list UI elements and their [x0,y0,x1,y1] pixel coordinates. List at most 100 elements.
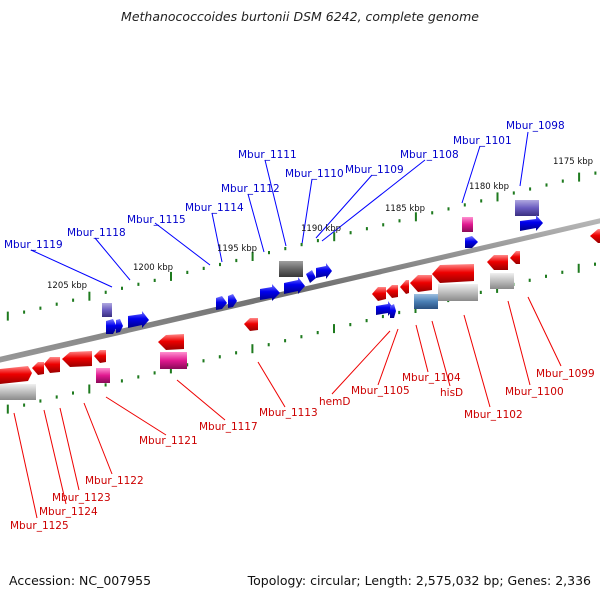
gene-mbur-1118b [116,319,123,333]
gene-label: hemD [319,396,350,408]
gene-mbur-1097 [520,215,543,231]
gene-mbur-1098 [515,200,539,216]
leader-line [377,328,399,386]
gene-mbur-1109 [306,270,316,283]
scale-label: 1200 kbp [133,263,173,273]
gene-mbur-1103-b [390,304,396,318]
gene-mbur-1103-fwd [376,301,394,316]
gene-label: Mbur_1098 [506,120,565,132]
gene-hisd [410,275,432,292]
gene-label: Mbur_1109 [345,164,404,176]
gene-mbur-1102-fwd [465,236,478,248]
leader-line [154,222,211,266]
gene-label: Mbur_1114 [185,202,244,214]
gene-mbur-1117 [158,334,184,350]
gene-mbur-1108 [316,263,332,279]
reverse-leader-lines [13,296,562,519]
gene-mbur-1099 [590,229,600,243]
reverse-gene-labels: Mbur_1099 Mbur_1100 Mbur_1102 hisD Mbur_… [10,368,595,532]
gene-label: Mbur_1110 [285,168,344,180]
gene-mbur-1121-pink [96,368,110,383]
genome-summary-text: Topology: circular; Length: 2,575,032 bp… [247,573,591,588]
scale-label: 1205 kbp [47,281,87,291]
forward-leader-lines [30,131,529,288]
gene-mbur-1101 [462,217,473,232]
gene-mbur-1116 [128,311,149,328]
gene-label: Mbur_1122 [85,475,144,487]
leader-line [463,314,491,408]
gene-label: Mbur_1121 [139,435,198,447]
scale-labels: 1175 kbp 1180 kbp 1185 kbp 1190 kbp 1195… [47,157,593,291]
leader-line [176,379,226,421]
gene-mbur-1100a [487,255,508,270]
leader-line [264,159,287,247]
leader-line [519,131,529,187]
gene-label: Mbur_1105 [351,385,410,397]
gene-label: Mbur_1099 [536,368,595,380]
gene-mbur-1124 [0,366,32,384]
accession-text: Accession: NC_007955 [9,573,152,588]
scale-label: 1185 kbp [385,204,425,214]
gene-mbur-1110 [284,277,305,294]
gene-label: Mbur_1100 [505,386,564,398]
forward-genes [102,200,543,334]
leader-line [43,409,67,505]
gene-label: Mbur_1112 [221,183,280,195]
gene-mbur-1118 [106,319,117,334]
gene-mbur-1125-gray [0,384,36,400]
gene-mbur-1112 [260,284,280,301]
forward-gene-labels: Mbur_1098 Mbur_1101 Mbur_1108 Mbur_1109 … [4,120,565,251]
gene-mbur-1121 [62,351,92,367]
leader-line [507,300,531,386]
gene-mbur-1114b [228,294,237,308]
gene-label: Mbur_1102 [464,409,523,421]
leader-line [59,407,80,491]
reverse-genes [0,229,600,400]
gene-label: Mbur_1113 [259,407,318,419]
leader-line [331,330,391,395]
gene-mbur-1114a [216,296,227,310]
gene-label: hisD [440,387,463,399]
leader-line [527,296,562,367]
gene-label: Mbur_1111 [238,149,297,161]
scale-label: 1180 kbp [469,182,509,192]
leader-line [431,320,451,387]
gene-mbur-1100b [510,251,520,264]
gene-mbur-1117-pink [160,352,187,369]
map-title: Methanococcoides burtonii DSM 6242, comp… [121,9,479,24]
leader-line [257,361,286,408]
gene-label: Mbur_1124 [39,506,98,518]
gene-label: Mbur_1108 [400,149,459,161]
gene-label: Mbur_1101 [453,135,512,147]
leader-line [301,178,313,245]
leader-line [321,159,426,242]
gene-label: Mbur_1117 [199,421,258,433]
gene-mbur-1100-gray [490,273,514,289]
leader-line [247,193,265,253]
gene-label: Mbur_1118 [67,227,126,239]
gene-mbur-1105 [386,285,398,298]
gene-mbur-1111 [279,261,303,277]
gene-hemd [372,287,386,301]
gene-label: Mbur_1125 [10,520,69,532]
scale-label: 1195 kbp [217,244,257,254]
leader-line [415,324,429,373]
gene-mbur-1104 [400,280,409,294]
gene-label: Mbur_1104 [402,372,461,384]
gene-mbur-1119 [102,303,112,317]
leader-line [30,249,113,288]
gene-mbur-1104-steel [414,294,438,309]
leader-line [94,237,131,281]
gene-mbur-1102 [432,264,474,283]
leader-line [13,412,38,519]
scale-label: 1190 kbp [301,224,341,234]
gene-mbur-1123 [32,362,44,375]
gene-label: Mbur_1119 [4,239,63,251]
leader-line [211,212,223,263]
scale-label: 1175 kbp [553,157,593,167]
leader-line [461,145,481,204]
gene-mbur-1122 [44,357,60,373]
gene-label: Mbur_1123 [52,492,111,504]
gene-label: Mbur_1115 [127,214,186,226]
